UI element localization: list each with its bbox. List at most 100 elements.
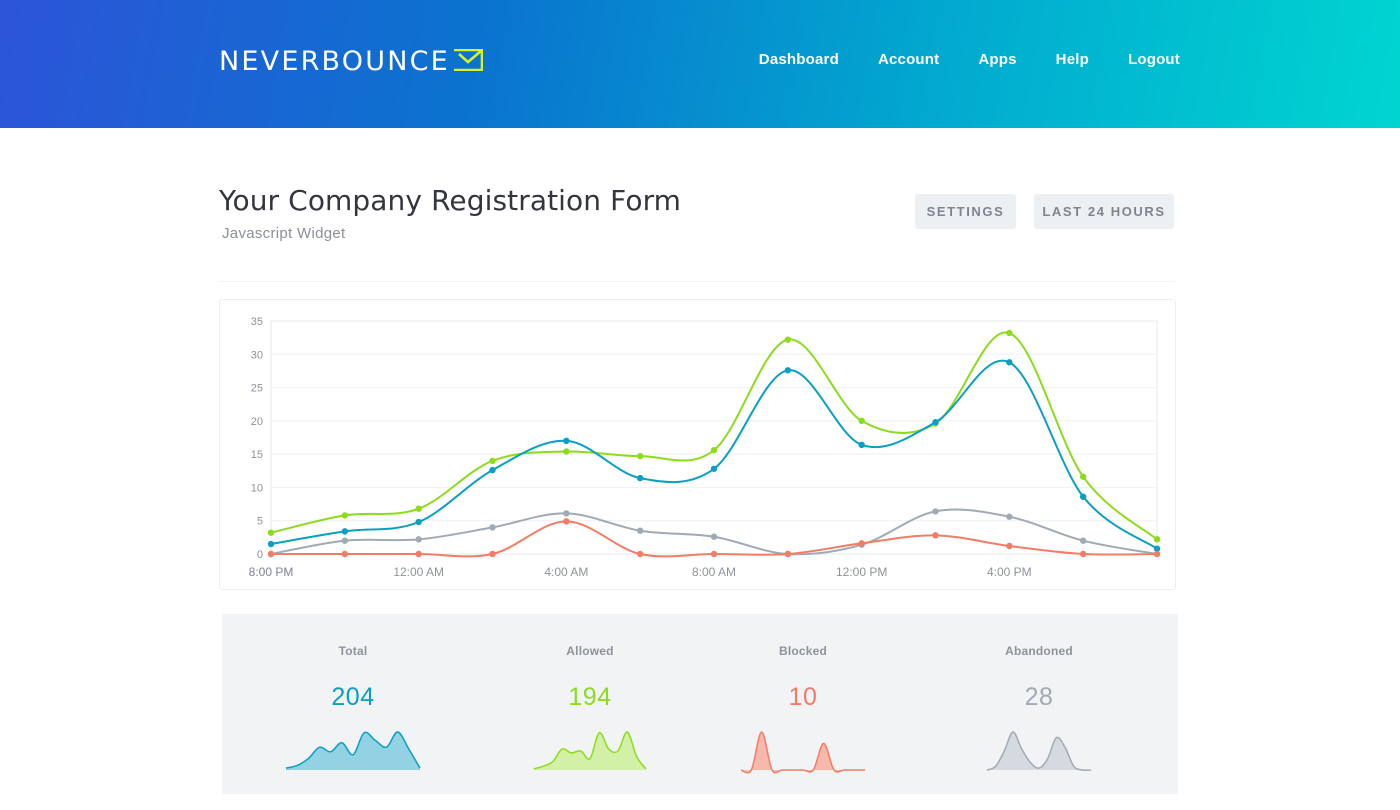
plot-area (270, 320, 1158, 555)
data-point-blocked[interactable] (415, 550, 422, 558)
data-point-total[interactable] (1153, 545, 1161, 552)
data-point-blocked[interactable] (563, 518, 570, 525)
data-point-blocked[interactable] (858, 540, 865, 547)
top-header: NEVERBOUNCE Dashboard Account Apps Help … (0, 0, 1400, 128)
stat-total: Total 204 (253, 614, 453, 794)
time-range-button[interactable]: LAST 24 HOURS (1034, 194, 1174, 229)
line-chart: 0 5 10 15 20 25 30 35 8:00 PM 12:00 AM 4:00 AM 8:00… (249, 316, 1161, 579)
y-tick-label: 5 (257, 516, 263, 528)
data-point-total[interactable] (1079, 493, 1087, 500)
data-point-abandoned[interactable] (489, 524, 496, 531)
data-point-abandoned[interactable] (1006, 513, 1013, 520)
data-point-blocked[interactable] (784, 550, 792, 558)
x-tick-label: 8:00 PM (249, 565, 294, 579)
stat-abandoned: Abandoned 28 (939, 614, 1139, 794)
data-point-allowed[interactable] (415, 505, 422, 512)
nav-apps[interactable]: Apps (978, 51, 1017, 68)
y-tick-label: 15 (251, 449, 263, 461)
data-point-blocked[interactable] (341, 550, 349, 558)
stat-label: Blocked (778, 644, 828, 658)
data-point-total[interactable] (415, 518, 422, 526)
data-point-blocked[interactable] (1079, 550, 1087, 558)
page-subtitle: Javascript Widget (222, 225, 346, 242)
sparkline-blocked (740, 731, 865, 774)
data-point-allowed[interactable] (489, 457, 496, 464)
data-point-blocked[interactable] (489, 550, 496, 558)
data-point-blocked[interactable] (710, 550, 718, 558)
series-line-total (270, 359, 1158, 550)
sparkline-line (986, 731, 1092, 772)
nav-dashboard[interactable]: Dashboard (758, 51, 839, 68)
neverbounce-logo[interactable]: NEVERBOUNCE (219, 44, 483, 78)
sparkline-area (534, 731, 646, 770)
data-point-abandoned[interactable] (415, 536, 422, 543)
data-point-total[interactable] (784, 367, 792, 374)
envelope-check-icon (453, 48, 483, 71)
stat-label: Total (338, 644, 368, 658)
data-point-total[interactable] (267, 540, 275, 548)
y-tick-label: 20 (251, 416, 263, 428)
y-tick-label: 0 (257, 549, 263, 561)
divider (219, 281, 1175, 282)
stat-label: Abandoned (1005, 644, 1073, 658)
data-point-allowed[interactable] (1153, 536, 1161, 543)
data-point-total[interactable] (858, 441, 865, 449)
data-point-allowed[interactable] (710, 446, 718, 454)
data-point-abandoned[interactable] (563, 510, 570, 517)
settings-button[interactable]: SETTINGS (915, 194, 1016, 229)
data-point-abandoned[interactable] (341, 537, 349, 544)
sparkline-area (987, 731, 1091, 771)
stat-value: 204 (331, 683, 375, 711)
page-title: Your Company Registration Form (219, 184, 682, 217)
stat-value: 10 (788, 683, 818, 711)
x-tick-label: 8:00 PM (249, 565, 294, 579)
data-point-blocked[interactable] (267, 550, 275, 558)
data-point-allowed[interactable] (267, 529, 275, 536)
sparkline-area (286, 731, 420, 770)
nav-help[interactable]: Help (1055, 51, 1089, 68)
sparkline-line (285, 731, 421, 769)
data-point-total[interactable] (710, 465, 718, 472)
main-nav: Dashboard Account Apps Help Logout (720, 50, 1180, 70)
data-point-abandoned[interactable] (636, 527, 644, 534)
stat-blocked: Blocked 10 (703, 614, 903, 794)
data-point-allowed[interactable] (784, 336, 792, 343)
x-tick-label: 12:00 PM (836, 565, 887, 579)
data-point-abandoned[interactable] (1079, 537, 1087, 544)
data-point-total[interactable] (932, 418, 939, 426)
data-point-blocked[interactable] (1153, 550, 1161, 558)
data-point-allowed[interactable] (1079, 473, 1087, 480)
y-tick-label: 30 (251, 349, 263, 361)
data-point-blocked[interactable] (932, 532, 939, 539)
sparkline-line (740, 731, 865, 774)
stat-value: 194 (568, 683, 612, 711)
stat-label: Allowed (566, 644, 614, 658)
x-tick-label: 4:00 AM (544, 565, 588, 579)
data-point-allowed[interactable] (341, 512, 349, 519)
data-point-total[interactable] (563, 437, 570, 445)
data-point-blocked[interactable] (1006, 542, 1013, 550)
y-tick-label: 35 (251, 316, 263, 328)
sparkline-abandoned (986, 731, 1092, 772)
sparkline-total (285, 731, 421, 770)
data-point-total[interactable] (341, 528, 349, 535)
y-tick-label: 10 (251, 482, 263, 494)
sparkline-allowed (533, 731, 647, 770)
nav-logout[interactable]: Logout (1127, 51, 1180, 68)
sparkline-line (533, 731, 647, 770)
data-point-allowed[interactable] (636, 452, 644, 460)
data-point-blocked[interactable] (636, 550, 644, 558)
data-point-allowed[interactable] (858, 417, 865, 425)
data-point-abandoned[interactable] (932, 508, 939, 515)
data-point-allowed[interactable] (563, 448, 570, 455)
data-point-allowed[interactable] (1006, 329, 1013, 337)
brand-name: NEVERBOUNCE (219, 45, 450, 77)
data-point-total[interactable] (1006, 359, 1013, 366)
y-tick-label: 25 (251, 383, 263, 395)
data-point-abandoned[interactable] (710, 533, 718, 540)
data-point-total[interactable] (489, 466, 496, 474)
data-point-total[interactable] (636, 474, 644, 482)
series-line-allowed (270, 331, 1158, 541)
nav-account[interactable]: Account (877, 51, 940, 68)
stat-allowed: Allowed 194 (490, 614, 690, 794)
